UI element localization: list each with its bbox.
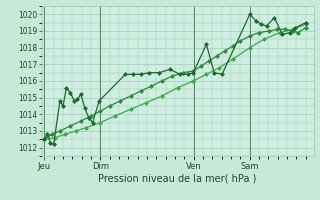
X-axis label: Pression niveau de la mer( hPa ): Pression niveau de la mer( hPa ) xyxy=(99,173,257,183)
